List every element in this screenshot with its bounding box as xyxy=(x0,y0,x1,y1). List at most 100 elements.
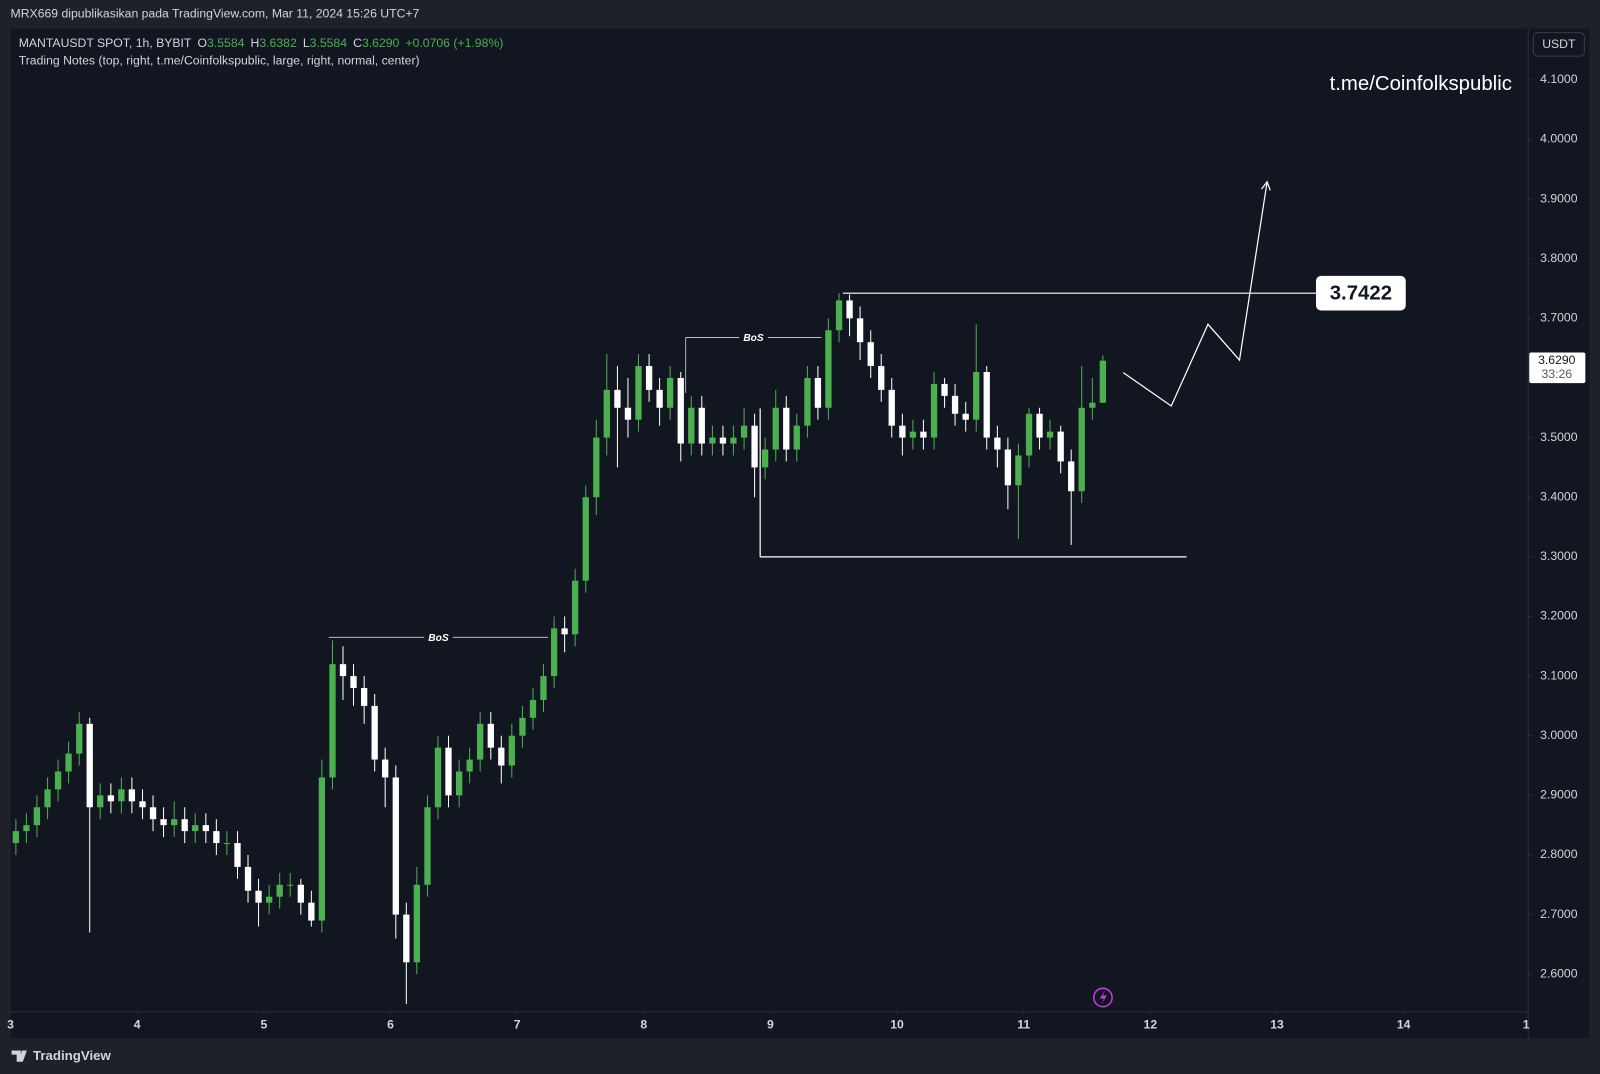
candle-body xyxy=(825,330,832,408)
candle-body xyxy=(403,914,410,963)
y-tick-label: 3.5000 xyxy=(1540,430,1578,444)
candle-body xyxy=(413,884,420,963)
candle-body xyxy=(97,795,104,808)
candle-body xyxy=(666,377,674,408)
candle-body xyxy=(350,676,357,689)
plot-area xyxy=(10,28,1590,1039)
candle-body xyxy=(160,819,167,826)
candle-body xyxy=(1057,431,1064,462)
y-tick-label: 2.7000 xyxy=(1540,907,1578,921)
indicator: Trading Notes (top, right, t.me/Coinfolk… xyxy=(19,53,420,67)
candle-body xyxy=(930,383,938,438)
candle-body xyxy=(751,425,758,468)
candle-body xyxy=(1004,449,1012,486)
candle-body xyxy=(434,747,442,808)
candle-body xyxy=(12,831,20,844)
candle-body xyxy=(23,825,30,832)
legend-key: C xyxy=(353,36,362,50)
candle-body xyxy=(888,389,895,426)
candle-body xyxy=(33,807,41,826)
x-tick-label: 12 xyxy=(1144,1017,1158,1031)
candle-body xyxy=(688,407,695,444)
candle-body xyxy=(540,676,547,700)
candle-body xyxy=(244,866,252,891)
legend-key: L xyxy=(303,36,310,50)
currency-button[interactable] xyxy=(1532,32,1585,57)
x-tick-label: 4 xyxy=(134,1017,141,1031)
candle-body xyxy=(149,807,157,820)
legend-value: 3.6382 xyxy=(259,36,297,50)
candle-body xyxy=(772,407,779,450)
x-tick-label: 13 xyxy=(1270,1017,1284,1031)
candle-body xyxy=(213,831,220,844)
last-price-tag xyxy=(1529,352,1586,384)
candle-body xyxy=(498,747,505,766)
x-tick-label: 5 xyxy=(260,1017,267,1031)
candle-body xyxy=(181,819,188,832)
symbol: MANTAUSDT SPOT, 1h, BYBIT xyxy=(19,36,192,50)
publisher: MRX669 dipublikasikan pada TradingView.c… xyxy=(11,7,420,21)
candle-body xyxy=(44,789,51,808)
countdown: 33:26 xyxy=(1542,367,1573,381)
candle-body xyxy=(899,425,906,438)
legend-change: +0.0706 (+1.98%) xyxy=(405,36,503,50)
projection-arrowhead xyxy=(1261,180,1271,191)
candle-body xyxy=(466,759,473,772)
x-tick-label: 11 xyxy=(1017,1017,1030,1031)
y-tick-label: 3.4000 xyxy=(1540,489,1578,503)
legend-value: 3.6290 xyxy=(362,36,400,50)
candle-body xyxy=(835,300,843,331)
y-tick-label: 3.1000 xyxy=(1540,668,1578,682)
y-tick-label: 3.3000 xyxy=(1540,549,1578,563)
candle-body xyxy=(603,389,610,438)
legend-value: 3.5584 xyxy=(310,36,348,50)
candle-body xyxy=(287,884,294,886)
candle-body xyxy=(508,735,515,766)
candle-body xyxy=(709,437,716,444)
currency[interactable]: USDT xyxy=(1542,37,1576,51)
y-tick-label: 3.7000 xyxy=(1540,311,1578,325)
candle-body xyxy=(783,407,790,450)
candle-body xyxy=(730,437,737,444)
candle-body xyxy=(740,425,748,438)
candle-body xyxy=(318,777,326,921)
candle-body xyxy=(382,759,389,778)
y-tick-label: 3.8000 xyxy=(1540,251,1578,265)
last-price: 3.6290 xyxy=(1538,353,1576,367)
candle-body xyxy=(455,771,463,796)
high-label: 3.7422 xyxy=(1330,283,1392,305)
high-label-box xyxy=(1315,275,1406,311)
candle-body xyxy=(392,777,399,915)
candle-body xyxy=(1036,413,1043,438)
candle-body xyxy=(804,377,811,426)
candle-body xyxy=(339,664,347,677)
legend-key: O xyxy=(198,36,208,50)
candle-body xyxy=(920,431,927,438)
x-tick-label: 6 xyxy=(387,1017,394,1031)
candle-body xyxy=(234,843,241,867)
x-tick-label: 9 xyxy=(767,1017,774,1031)
event-bolt xyxy=(1099,990,1108,1005)
event-icon[interactable] xyxy=(1092,987,1113,1008)
bos-label: BoS xyxy=(743,333,764,344)
candle-body xyxy=(276,884,283,897)
candle-body xyxy=(593,437,600,498)
x-tick-label: 1 xyxy=(1523,1017,1530,1031)
candle-body xyxy=(909,431,917,438)
candle-body xyxy=(223,843,231,845)
candle-body xyxy=(856,318,864,343)
candle-body xyxy=(424,807,431,885)
candle-body xyxy=(719,437,727,444)
candle-body xyxy=(962,413,969,420)
candle-body xyxy=(582,497,589,581)
candle-body xyxy=(951,395,959,414)
candle-body xyxy=(793,425,800,450)
candle-body xyxy=(1046,431,1054,438)
candle-body xyxy=(477,723,484,760)
candle-body xyxy=(529,699,537,718)
candle-body xyxy=(107,795,115,802)
bos-label: BoS xyxy=(428,633,449,644)
candle-body xyxy=(941,383,948,396)
candle-body xyxy=(878,366,885,390)
